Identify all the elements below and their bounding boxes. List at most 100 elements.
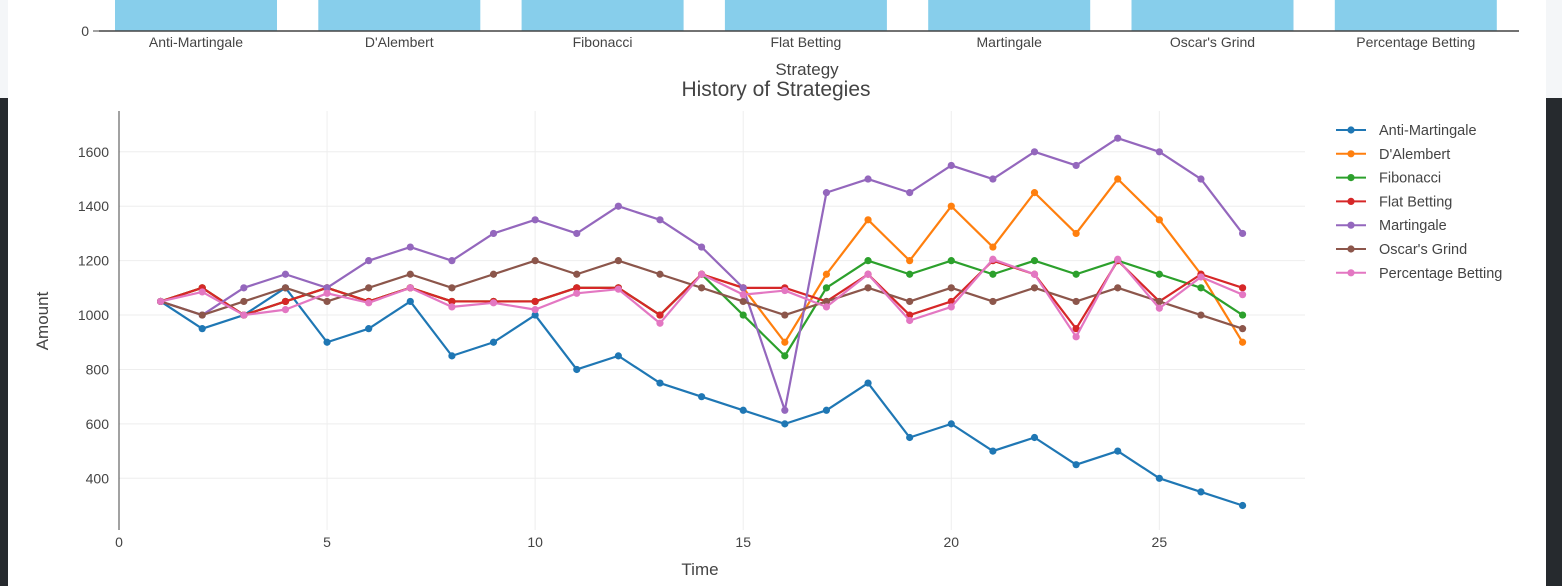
data-point [947, 420, 955, 428]
data-point [697, 243, 706, 251]
data-point [1072, 333, 1080, 341]
data-point [1155, 216, 1163, 224]
legend-swatch-marker [1347, 269, 1355, 277]
data-point [573, 365, 581, 374]
data-point [1072, 325, 1080, 333]
data-point [1238, 325, 1247, 333]
data-point [1155, 270, 1163, 278]
data-point [739, 284, 747, 292]
bar-0 [115, 0, 277, 31]
data-point [1114, 284, 1122, 292]
bar-2 [521, 0, 684, 31]
data-point [1238, 229, 1247, 238]
data-point [573, 229, 581, 238]
data-point [781, 311, 789, 319]
bar-x-axis-title: Strategy [775, 60, 839, 79]
line-chart-title: History of Strategies [681, 78, 870, 101]
legend-swatch-marker [1347, 221, 1355, 229]
data-point [864, 284, 872, 292]
data-point [822, 303, 831, 311]
data-point [281, 306, 290, 314]
data-point [989, 255, 997, 263]
data-point [573, 270, 581, 278]
data-point [1155, 304, 1163, 312]
data-point [1114, 255, 1122, 263]
chart-card: 0 Anti-Martingale D'Alembert Fibonacci Flat… [8, 0, 1546, 586]
data-point [822, 284, 831, 292]
data-point [198, 325, 206, 333]
data-point [1114, 134, 1122, 142]
data-point [1030, 189, 1039, 197]
data-point [489, 229, 498, 238]
y-tick-label: 600 [86, 416, 110, 432]
data-point [1072, 270, 1080, 278]
data-point [1072, 461, 1080, 469]
data-point [781, 406, 789, 414]
data-point [656, 311, 664, 319]
data-point [864, 216, 872, 224]
legend-label: Flat Betting [1379, 194, 1452, 210]
data-point [281, 297, 290, 306]
data-point [656, 319, 664, 327]
data-point [573, 284, 581, 292]
legend-label: Percentage Betting [1379, 266, 1502, 282]
data-point [448, 297, 456, 306]
data-point [1197, 311, 1205, 319]
data-point [198, 311, 206, 319]
data-point [989, 243, 997, 251]
legend-label: Fibonacci [1379, 171, 1441, 187]
strategy-bar-chart: 0 Anti-Martingale D'Alembert Fibonacci Flat… [81, 0, 1519, 79]
data-point [1197, 273, 1205, 281]
bar-3 [724, 0, 887, 31]
data-point [697, 270, 706, 278]
data-point [406, 270, 414, 278]
data-point [906, 189, 914, 197]
data-point [1072, 229, 1080, 238]
bar-6 [1334, 0, 1497, 31]
data-point [781, 420, 789, 428]
legend-label: Oscar's Grind [1379, 242, 1467, 258]
bar-4 [928, 0, 1091, 31]
data-point [947, 284, 955, 292]
data-point [739, 291, 747, 299]
data-point [1072, 297, 1080, 306]
series-3 [157, 257, 1247, 333]
data-point [1030, 433, 1039, 442]
data-point [240, 311, 248, 319]
data-point [906, 297, 914, 306]
bar-category-label: Oscar's Grind [1170, 34, 1255, 50]
series-6 [157, 255, 1247, 341]
series-5 [157, 257, 1247, 333]
data-point [864, 379, 872, 387]
legend-item: Flat Betting [1336, 194, 1452, 210]
data-point [1155, 148, 1163, 156]
legend-item: Percentage Betting [1336, 266, 1502, 282]
data-point [864, 257, 872, 265]
data-point [323, 289, 331, 297]
legend-item: Fibonacci [1336, 171, 1441, 187]
y-tick-label: 1000 [78, 307, 109, 323]
data-point [448, 284, 456, 292]
bar-category-label: Martingale [977, 34, 1043, 50]
data-point [1030, 284, 1039, 292]
data-point [947, 303, 955, 311]
data-point [281, 270, 290, 278]
y-tick-label: 1200 [78, 253, 109, 269]
data-point [1114, 175, 1122, 183]
data-point [864, 270, 872, 278]
legend-item: Martingale [1336, 218, 1447, 234]
data-point [906, 257, 914, 265]
data-point [1030, 270, 1039, 278]
data-point [781, 286, 789, 295]
data-point [947, 161, 955, 170]
data-point [1238, 311, 1247, 319]
data-point [1197, 488, 1205, 496]
data-point [822, 406, 831, 414]
data-point [614, 285, 622, 293]
legend-swatch-marker [1347, 174, 1355, 182]
legend-swatch-marker [1347, 245, 1355, 253]
data-point [781, 338, 789, 346]
legend-item: D'Alembert [1336, 147, 1450, 163]
bar-y-tick-label: 0 [81, 23, 89, 39]
data-point [822, 189, 831, 197]
